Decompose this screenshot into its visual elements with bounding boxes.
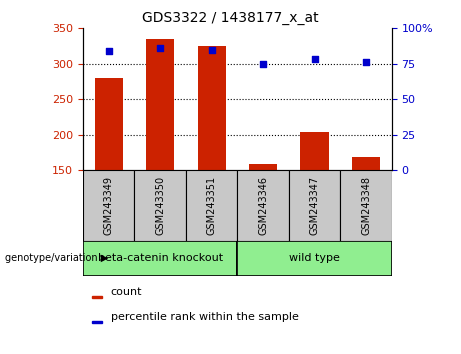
FancyBboxPatch shape — [237, 170, 289, 241]
FancyBboxPatch shape — [237, 241, 392, 276]
Text: GSM243349: GSM243349 — [104, 176, 114, 235]
Point — [105, 48, 112, 54]
Point — [208, 47, 215, 52]
Text: GSM243348: GSM243348 — [361, 176, 371, 235]
Bar — [146, 39, 174, 170]
FancyBboxPatch shape — [186, 170, 237, 241]
FancyBboxPatch shape — [83, 170, 135, 241]
Bar — [95, 78, 123, 170]
FancyBboxPatch shape — [289, 170, 340, 241]
FancyBboxPatch shape — [340, 170, 392, 241]
Text: GDS3322 / 1438177_x_at: GDS3322 / 1438177_x_at — [142, 11, 319, 25]
FancyBboxPatch shape — [135, 170, 186, 241]
Bar — [92, 320, 101, 323]
Point — [311, 57, 318, 62]
Point — [362, 59, 370, 65]
Point — [260, 61, 267, 67]
Text: percentile rank within the sample: percentile rank within the sample — [111, 312, 299, 322]
Point — [156, 45, 164, 51]
Bar — [352, 157, 380, 170]
Bar — [197, 46, 226, 170]
Bar — [301, 132, 329, 170]
Bar — [92, 296, 101, 298]
Text: genotype/variation ▶: genotype/variation ▶ — [5, 253, 108, 263]
Text: wild type: wild type — [289, 253, 340, 263]
Text: GSM243351: GSM243351 — [207, 176, 217, 235]
Bar — [249, 164, 278, 170]
Text: GSM243346: GSM243346 — [258, 176, 268, 235]
Text: GSM243347: GSM243347 — [310, 176, 319, 235]
Text: GSM243350: GSM243350 — [155, 176, 165, 235]
Text: count: count — [111, 287, 142, 297]
FancyBboxPatch shape — [83, 241, 237, 276]
Text: beta-catenin knockout: beta-catenin knockout — [98, 253, 223, 263]
